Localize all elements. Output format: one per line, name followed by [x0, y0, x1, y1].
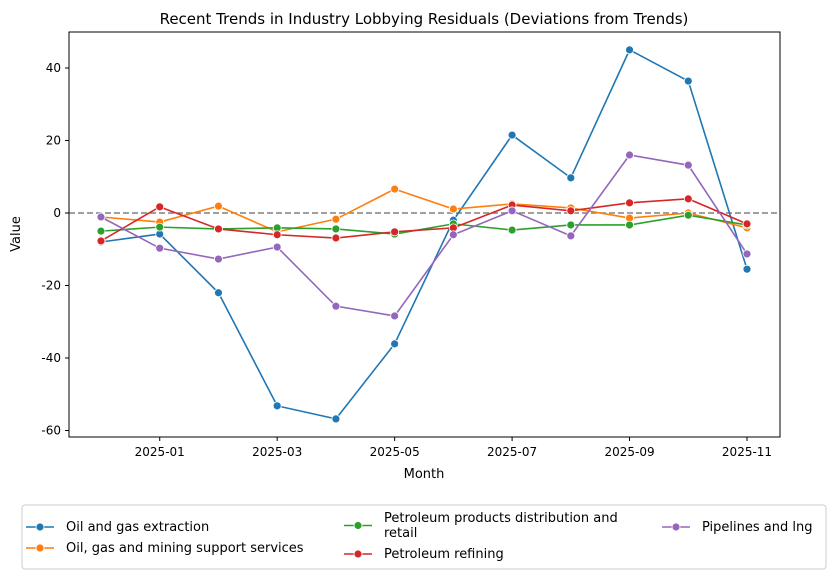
data-point: [683, 76, 693, 86]
data-point: [96, 212, 106, 222]
y-tick-label: -40: [41, 351, 61, 365]
data-point: [507, 225, 517, 235]
series-3: [96, 194, 752, 246]
x-tick-label: 2025-01: [135, 445, 185, 459]
data-point: [683, 160, 693, 170]
data-point: [331, 301, 341, 311]
legend-label: Petroleum products distribution and retai…: [384, 511, 618, 541]
y-tick-label: -60: [41, 424, 61, 438]
data-point: [507, 130, 517, 140]
data-point: [625, 45, 634, 55]
data-point: [566, 231, 576, 241]
y-tick-label: -20: [41, 279, 61, 293]
plot-frame: [68, 31, 781, 438]
series-line: [100, 154, 748, 317]
data-point: [507, 206, 517, 216]
data-point: [448, 230, 458, 240]
x-tick-label: 2025-07: [487, 445, 537, 459]
data-point: [155, 243, 165, 253]
data-point: [625, 220, 634, 230]
series-0: [96, 45, 752, 424]
data-point: [96, 236, 106, 246]
data-point: [331, 414, 341, 424]
legend-marker: [353, 521, 363, 530]
data-point: [155, 202, 165, 212]
legend-label: Petroleum refining: [384, 547, 504, 562]
x-tick-label: 2025-05: [370, 445, 420, 459]
x-tick-label: 2025-03: [252, 445, 302, 459]
legend-label: Oil and gas extraction: [66, 520, 209, 535]
data-point: [683, 194, 693, 204]
data-point: [214, 288, 223, 298]
data-point: [214, 201, 223, 211]
series-2: [96, 210, 752, 239]
legend-marker: [671, 522, 681, 532]
data-point: [331, 233, 341, 243]
data-point: [566, 220, 576, 230]
legend: [21, 504, 827, 570]
series-line: [100, 198, 748, 242]
y-tick-label: 0: [53, 206, 61, 220]
legend-item: Oil and gas extraction: [26, 520, 209, 535]
data-point: [272, 242, 282, 252]
data-point: [625, 198, 634, 208]
data-point: [566, 173, 576, 183]
chart-title: Recent Trends in Industry Lobbying Resid…: [160, 10, 689, 28]
data-point: [448, 204, 458, 214]
x-tick-label: 2025-11: [722, 445, 772, 459]
data-point: [331, 214, 341, 224]
legend-item: Petroleum products distribution and retai…: [344, 511, 618, 541]
y-tick-label: 20: [46, 134, 61, 148]
data-point: [96, 226, 106, 236]
legend-marker: [353, 549, 363, 559]
legend-item: Petroleum refining: [344, 547, 504, 562]
x-tick-label: 2025-09: [604, 445, 654, 459]
data-point: [390, 227, 400, 237]
series-4: [96, 150, 752, 321]
y-axis-label: Value: [9, 216, 24, 252]
y-tick-label: 40: [46, 61, 61, 75]
data-point: [566, 206, 576, 216]
data-point: [742, 264, 752, 274]
data-point: [214, 224, 223, 234]
series-line: [100, 48, 748, 420]
legend-label: Oil, gas and mining support services: [66, 541, 304, 556]
data-point: [214, 254, 223, 264]
data-point: [742, 249, 752, 259]
data-point: [390, 311, 400, 321]
data-point: [331, 224, 341, 234]
data-point: [742, 219, 752, 229]
legend-item: Oil, gas and mining support services: [26, 541, 304, 556]
legend-marker: [35, 522, 45, 532]
series-line: [100, 188, 748, 233]
data-point: [390, 339, 400, 349]
data-point: [625, 150, 634, 160]
x-axis-label: Month: [404, 467, 445, 482]
data-point: [390, 184, 400, 194]
data-point: [272, 230, 282, 240]
legend-label: Pipelines and lng: [702, 520, 812, 535]
series-line: [100, 214, 748, 235]
data-point: [683, 210, 693, 220]
legend-item: Pipelines and lng: [662, 520, 812, 535]
data-point: [155, 222, 165, 232]
legend-marker: [35, 543, 45, 553]
data-point: [272, 401, 282, 411]
